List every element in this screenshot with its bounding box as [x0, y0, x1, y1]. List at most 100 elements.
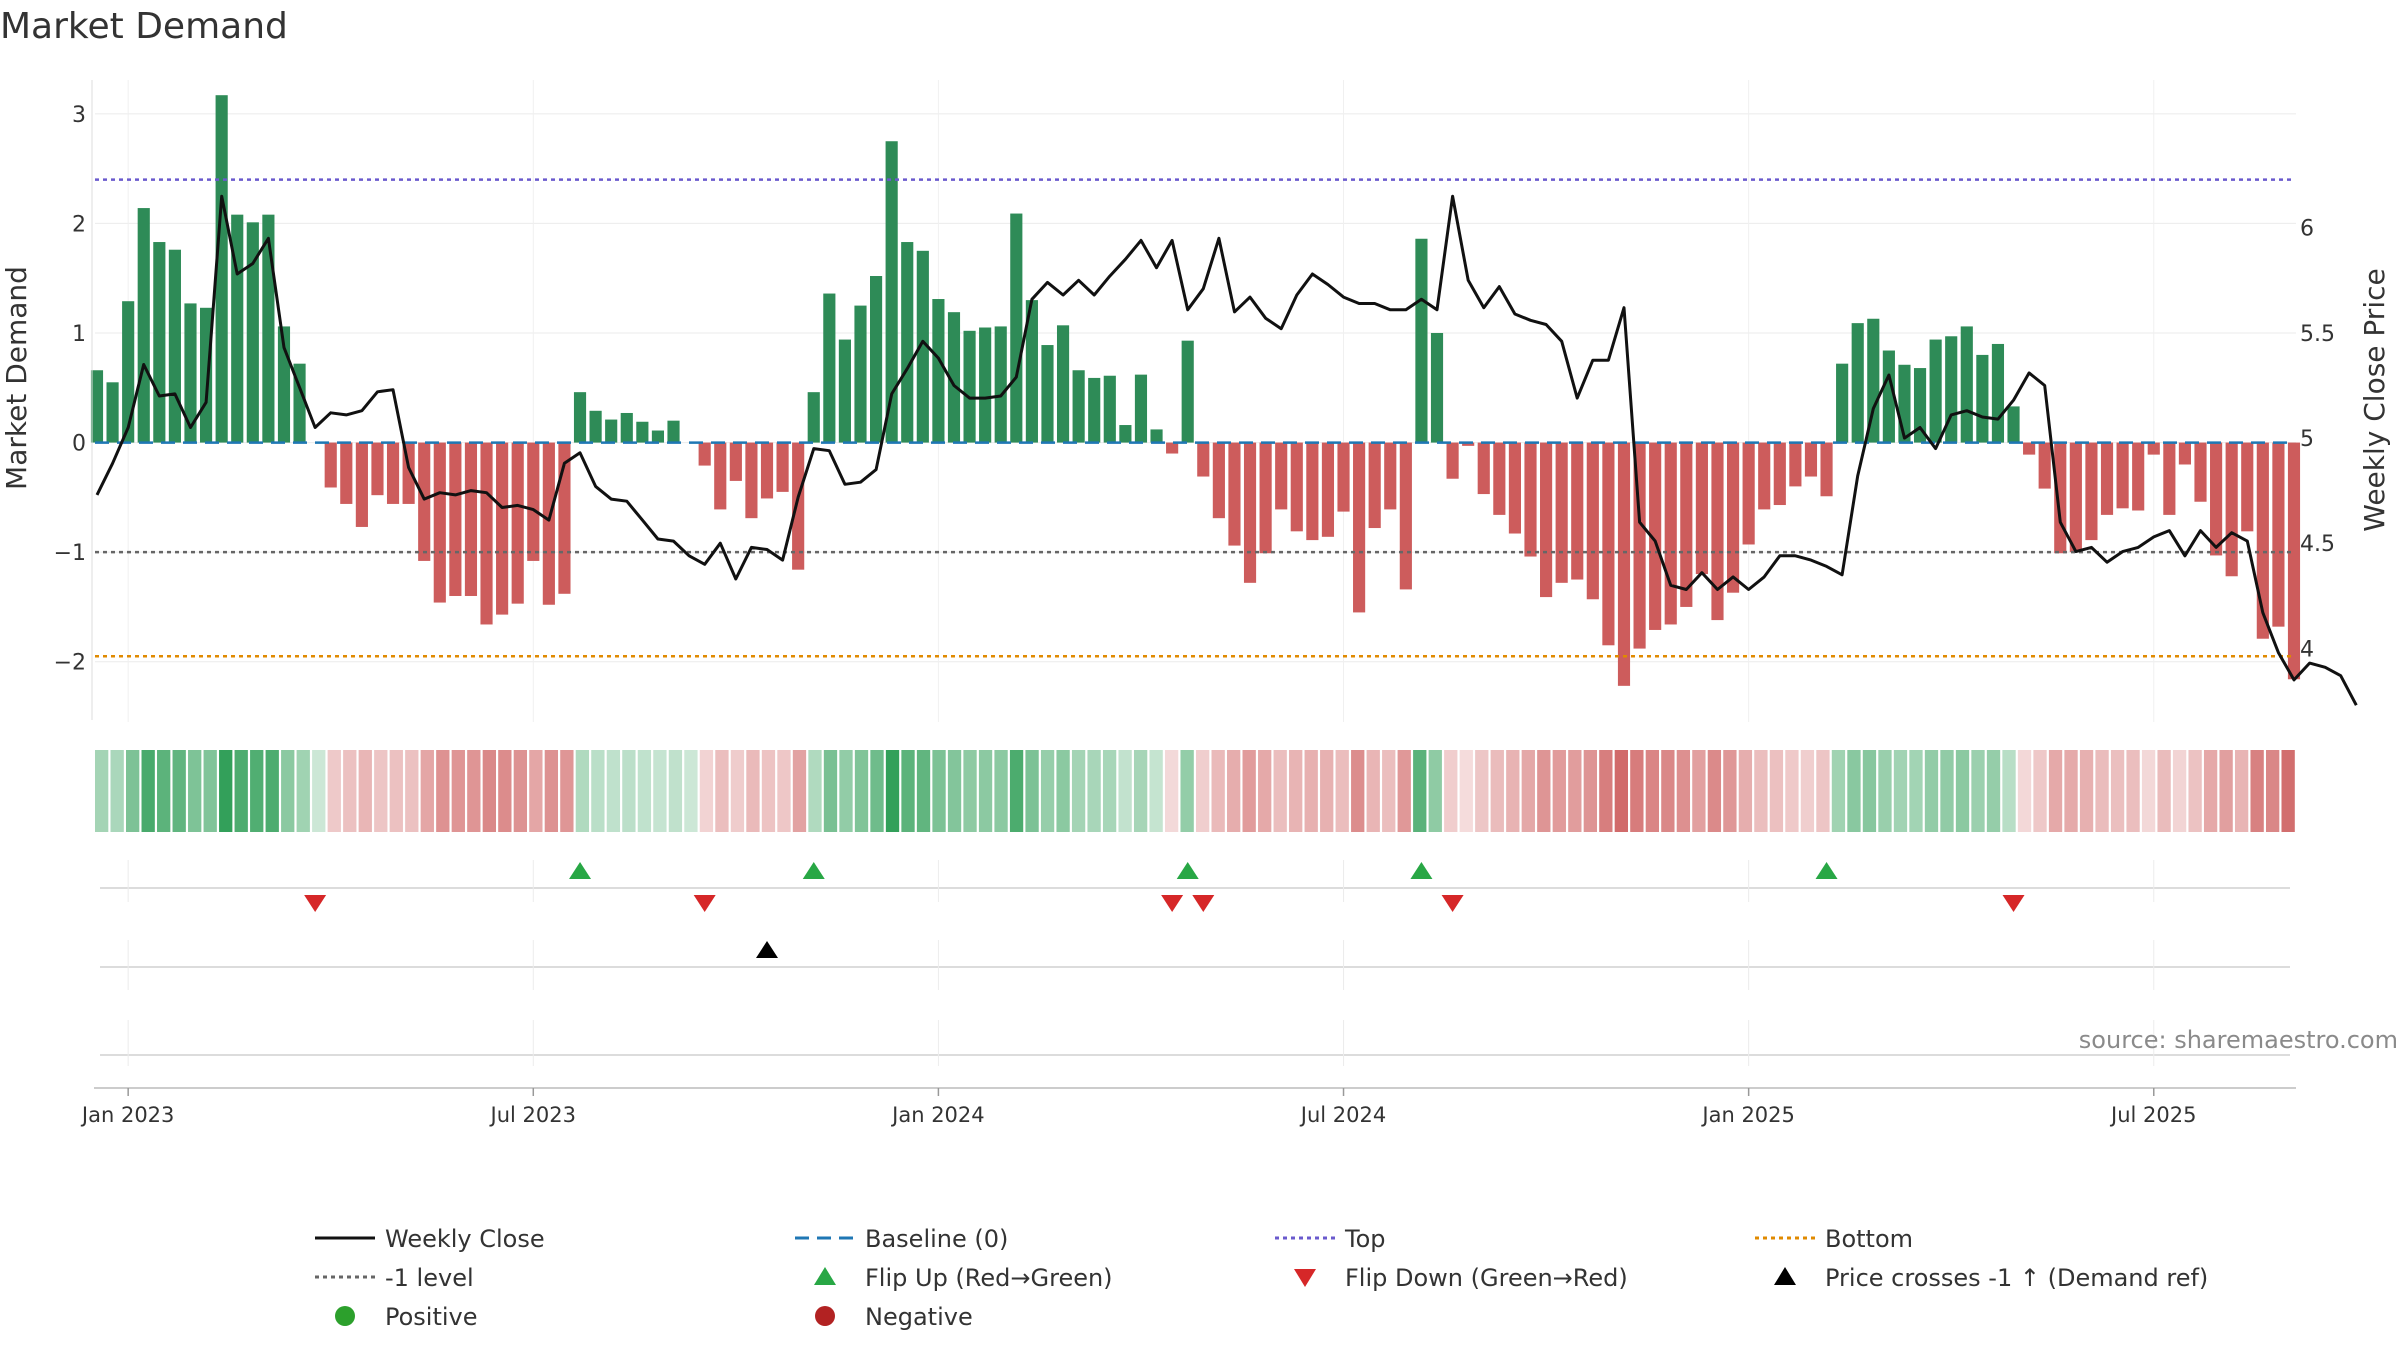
negative-demand-bar [1337, 442, 1350, 512]
negative-demand-bar [1773, 442, 1786, 506]
negative-demand-bar [496, 442, 509, 615]
negative-demand-bar [1602, 442, 1615, 646]
heat-cell-negative [1258, 750, 1272, 832]
heat-cell-negative [1661, 750, 1675, 832]
heat-cell-negative [1630, 750, 1644, 832]
heat-cell-negative [405, 750, 419, 832]
chart-title: Market Demand [0, 6, 288, 47]
negative-demand-bar [371, 442, 384, 496]
heat-cell-positive [947, 750, 962, 832]
negative-demand-bar [1197, 442, 1210, 477]
heat-cell-negative [1723, 750, 1737, 832]
legend-swatch-circle [335, 1306, 355, 1326]
heat-cell-positive [1847, 750, 1861, 832]
negative-demand-bar [1524, 442, 1537, 557]
positive-demand-bar [153, 242, 166, 443]
heat-cell-negative [1521, 750, 1535, 832]
signal-rows [100, 860, 2290, 1066]
heat-cell-positive [219, 750, 233, 832]
heat-cell-positive [1831, 750, 1846, 832]
heat-cell-positive [978, 750, 993, 832]
negative-demand-bar [745, 442, 758, 519]
positive-demand-bar [1851, 323, 1864, 443]
positive-demand-bar [2007, 406, 2020, 443]
heat-cell-positive [203, 750, 217, 832]
positive-demand-bar [1960, 326, 1973, 443]
heat-cell-positive [157, 750, 171, 832]
heat-cell-negative [2219, 750, 2233, 832]
flip-down-marker [1192, 895, 1215, 912]
negative-demand-bar [2147, 442, 2160, 455]
flip-down-marker [304, 895, 327, 912]
positive-demand-bar [1103, 375, 1116, 443]
heat-cell-positive [1940, 750, 1954, 832]
positive-demand-bar [651, 430, 665, 443]
negative-demand-bar [2132, 442, 2145, 511]
heat-cell-negative [2234, 750, 2249, 832]
flip-down-marker [1161, 895, 1184, 912]
legend-label: Negative [865, 1303, 973, 1331]
y2-axis-label: Weekly Close Price [2358, 268, 2391, 531]
negative-demand-bar [1711, 442, 1724, 621]
heat-cell-negative [1537, 750, 1551, 832]
heat-cell-positive [575, 750, 590, 832]
demand-bars [90, 95, 2301, 686]
heat-cell-negative [2281, 750, 2295, 832]
heat-cell-negative [2079, 750, 2094, 832]
positive-demand-bar [823, 293, 836, 443]
negative-demand-bar [386, 442, 400, 504]
positive-demand-bar [1836, 363, 1849, 443]
heat-cell-negative [467, 750, 481, 832]
price-cross-marker [756, 941, 779, 958]
negative-demand-bar [2256, 442, 2269, 639]
y2-tick-label: 4.5 [2300, 532, 2335, 557]
heat-cell-negative [1754, 750, 1768, 832]
y2-tick-label: 4 [2300, 637, 2314, 662]
heat-cell-positive [653, 750, 667, 832]
heat-cell-negative [1568, 750, 1582, 832]
heat-cell-negative [792, 750, 807, 832]
negative-demand-bar [2085, 442, 2098, 541]
heat-cell-negative [374, 750, 388, 832]
negative-demand-bar [2178, 442, 2191, 465]
flip-up-marker [1410, 862, 1433, 879]
negative-demand-bar [2241, 442, 2254, 532]
negative-demand-bar [1399, 442, 1412, 590]
heat-cell-negative [1816, 750, 1830, 832]
positive-demand-bar [1134, 374, 1148, 443]
heat-cell-negative [1227, 750, 1241, 832]
legend-label: Bottom [1825, 1225, 1913, 1253]
heat-cell-negative [761, 750, 776, 832]
negative-demand-bar [1540, 442, 1553, 598]
positive-demand-bar [667, 420, 680, 443]
heat-cell-negative [2033, 750, 2047, 832]
heat-cell-positive [95, 750, 109, 832]
heat-cell-positive [141, 750, 155, 832]
heat-cell-negative [2265, 750, 2280, 832]
positive-demand-bar [1041, 345, 1054, 443]
positive-demand-bar [854, 305, 867, 443]
heat-cell-negative [1164, 750, 1179, 832]
positive-demand-bar [1025, 300, 1038, 443]
heat-cell-positive [1071, 750, 1086, 832]
heat-cell-negative [1552, 750, 1566, 832]
positive-demand-bar [1929, 339, 1942, 443]
negative-demand-bar [2163, 442, 2176, 515]
y-tick-label: 0 [72, 432, 86, 457]
negative-demand-bar [1477, 442, 1490, 495]
y-tick-label: 1 [72, 322, 86, 347]
source-label: source: sharemaestro.com [2079, 1026, 2398, 1054]
heat-cell-positive [684, 750, 698, 832]
negative-demand-bar [2194, 442, 2207, 502]
heat-cell-negative [2203, 750, 2218, 832]
negative-demand-bar [558, 442, 571, 594]
negative-demand-bar [1166, 442, 1179, 454]
heat-cell-positive [1862, 750, 1877, 832]
positive-demand-bar [1119, 425, 1132, 443]
positive-demand-bar [807, 392, 820, 443]
positive-demand-bar [1150, 429, 1163, 443]
negative-demand-bar [464, 442, 478, 596]
heat-cell-positive [1955, 750, 1970, 832]
heat-cell-negative [2048, 750, 2063, 832]
y2-tick-label: 6 [2300, 217, 2314, 242]
